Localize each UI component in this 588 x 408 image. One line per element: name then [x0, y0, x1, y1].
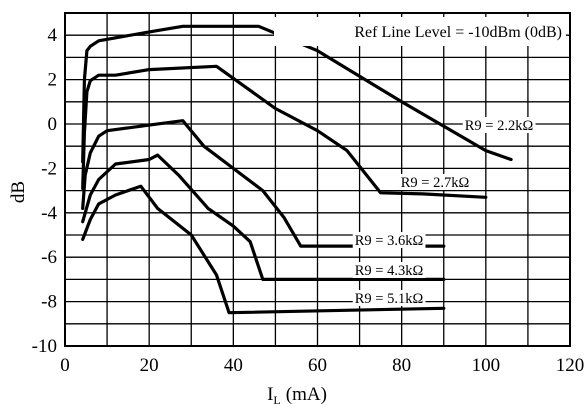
series-label-5: R9 = 5.1kΩ	[352, 290, 426, 307]
series-lines	[81, 24, 513, 315]
plot-frame	[64, 12, 571, 347]
x-tick-label: 40	[224, 355, 243, 376]
series-line-4	[81, 153, 446, 281]
series-labels: R9 = 2.2kΩ R9 = 2.7kΩ R9 = 3.6kΩ R9 = 4.3kΩ…	[352, 117, 536, 307]
y-tick-label: -10	[32, 336, 57, 357]
series-label-background	[398, 174, 472, 190]
ref-note: Ref Line Level = -10dBm (0dB)	[274, 17, 566, 46]
y-tick-label: -2	[41, 158, 57, 179]
series-label-background	[462, 117, 536, 133]
series-label-text: R9 = 2.7kΩ	[401, 175, 470, 191]
y-tick-label: -8	[41, 292, 57, 313]
series-label-text: R9 = 5.1kΩ	[355, 291, 424, 307]
series-label-background	[352, 262, 426, 278]
series-label-3: R9 = 3.6kΩ	[352, 232, 426, 249]
y-tick-label: 4	[48, 25, 58, 46]
x-axis-title-unit: (mA)	[286, 384, 327, 405]
x-tick-label: 120	[556, 355, 585, 376]
y-tick-label: 0	[48, 114, 58, 135]
x-tick-label: 60	[308, 355, 327, 376]
y-tick-label: 2	[48, 70, 58, 91]
x-tick-label: 100	[472, 355, 501, 376]
series-label-1: R9 = 2.2kΩ	[462, 117, 536, 134]
series-line-2	[81, 64, 488, 199]
ref-note-background	[274, 17, 566, 46]
series-label-text: R9 = 4.3kΩ	[355, 263, 424, 279]
ref-note-text: Ref Line Level = -10dBm (0dB)	[354, 24, 562, 41]
series-label-text: R9 = 3.6kΩ	[355, 233, 424, 249]
x-tick-label: 80	[392, 355, 411, 376]
series-line-5	[81, 184, 446, 315]
grid	[64, 12, 571, 347]
x-tick-labels: 0 20 40 60 80 100 120	[60, 355, 584, 376]
series-label-background	[352, 232, 426, 248]
series-label-text: R9 = 2.2kΩ	[465, 118, 534, 134]
series-label-background	[352, 290, 426, 306]
x-tick-label: 20	[140, 355, 159, 376]
x-axis-title-subscript: L	[273, 393, 280, 407]
x-axis-title: IL (mA)	[267, 384, 327, 407]
y-tick-label: -4	[41, 203, 57, 224]
y-tick-label: -6	[41, 247, 57, 268]
series-label-2: R9 = 2.7kΩ	[398, 174, 472, 191]
series-label-4: R9 = 4.3kΩ	[352, 262, 426, 279]
y-tick-labels: 4 2 0 -2 -4 -6 -8 -10	[32, 25, 58, 357]
series-line-3	[81, 119, 446, 248]
x-tick-label: 0	[60, 355, 70, 376]
series-line-1	[81, 24, 513, 164]
y-axis-title: dB	[8, 181, 29, 203]
x-axis-title-symbol: I	[267, 384, 273, 405]
